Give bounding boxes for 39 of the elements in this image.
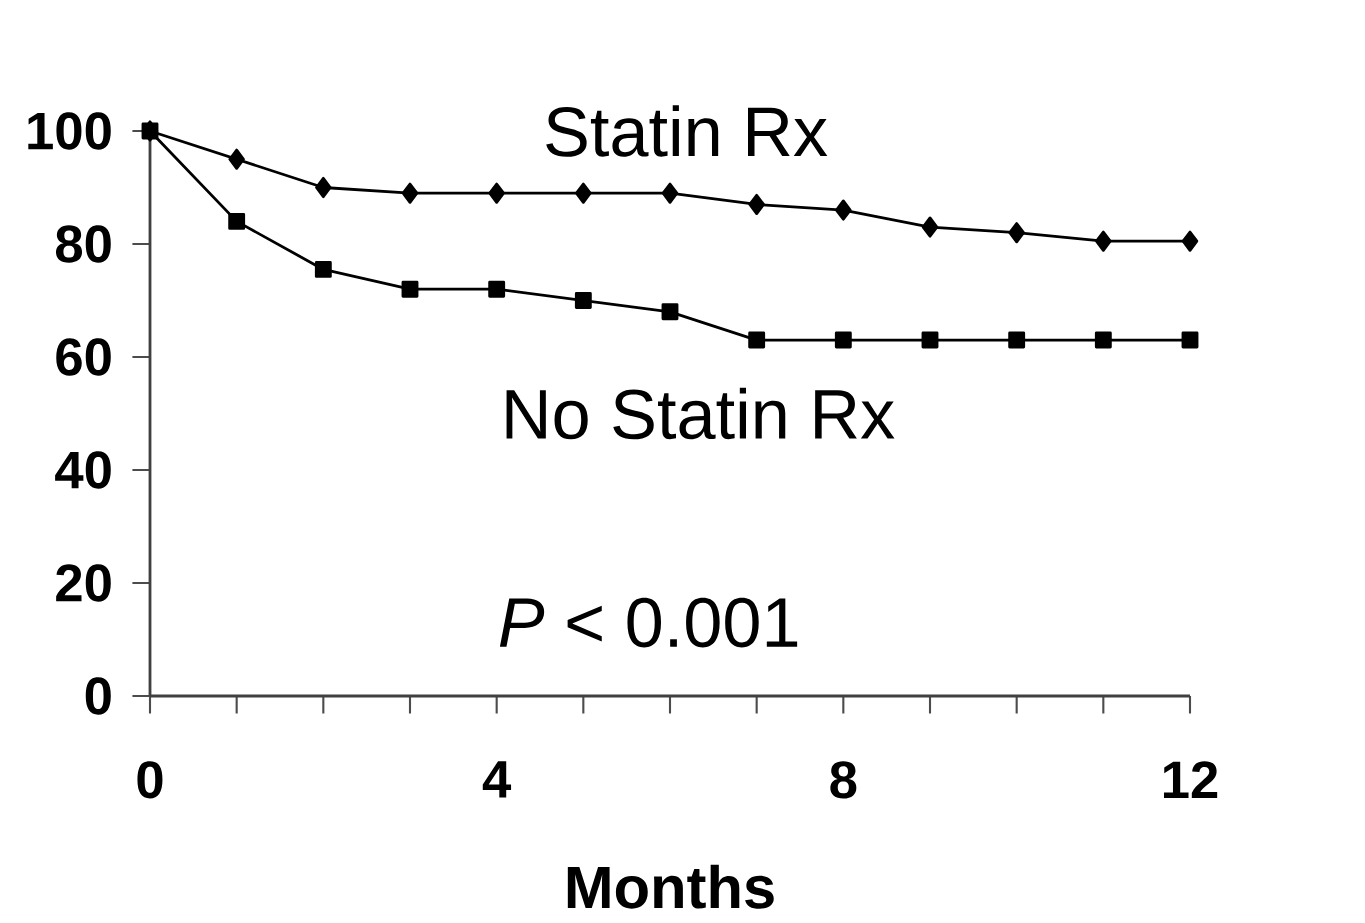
y-tick-label: 20 <box>56 564 111 602</box>
point <box>141 122 159 140</box>
point <box>314 260 332 278</box>
x-tick-label: 4 <box>482 761 512 798</box>
point <box>315 176 332 199</box>
point <box>401 280 419 298</box>
point <box>1008 222 1025 244</box>
point <box>228 148 245 170</box>
point <box>921 331 939 349</box>
point <box>834 331 852 349</box>
point <box>575 182 592 204</box>
point <box>921 216 939 238</box>
point <box>835 199 852 221</box>
point <box>401 182 419 204</box>
series-label: Statin Rx <box>546 105 828 157</box>
point <box>228 212 246 230</box>
y-tick-label: 0 <box>85 677 111 715</box>
y-tick-label: 60 <box>56 338 111 376</box>
point <box>1008 331 1026 349</box>
y-tick-label: 80 <box>55 225 111 263</box>
series-label: No Statin Rx <box>506 387 895 440</box>
point <box>1094 331 1112 349</box>
point <box>748 193 765 215</box>
x-tick-label: 12 <box>1163 761 1218 798</box>
y-tick-label: 40 <box>55 451 111 489</box>
x-axis-title: Months <box>567 864 774 909</box>
x-tick-label: 0 <box>137 761 163 799</box>
point <box>661 182 679 204</box>
point <box>1181 230 1199 252</box>
annotation: P < 0.001 <box>499 597 798 648</box>
y-tick-label: 100 <box>28 112 111 150</box>
point <box>574 292 592 309</box>
point <box>661 303 679 321</box>
point <box>1095 230 1112 252</box>
point <box>488 182 505 204</box>
point <box>748 331 766 349</box>
point <box>488 280 506 298</box>
point <box>1181 331 1199 349</box>
x-tick-label: 8 <box>830 761 857 799</box>
